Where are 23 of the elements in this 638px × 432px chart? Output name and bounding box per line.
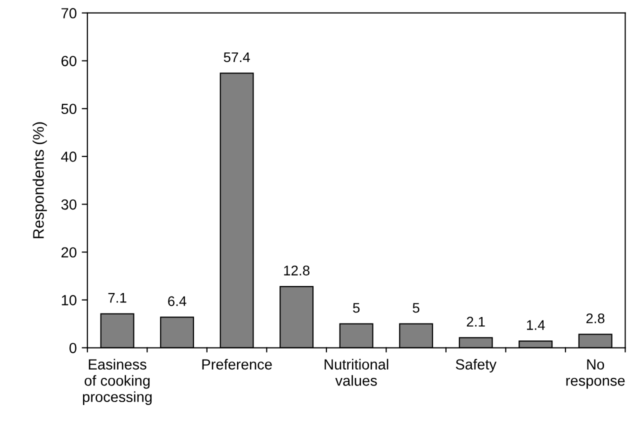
y-tick-label: 30 — [61, 199, 76, 210]
data-label: 2.1 — [466, 316, 485, 326]
y-axis-title: Respondents (%) — [32, 122, 47, 238]
x-tick-label: Nutritional values — [324, 358, 388, 386]
data-label: 6.4 — [168, 296, 186, 306]
x-tick-label: Safety — [456, 358, 496, 372]
data-label: 5 — [412, 303, 420, 313]
y-tick-label: 70 — [62, 8, 76, 18]
data-label: 12.8 — [284, 266, 310, 276]
y-tick-label: 40 — [61, 152, 76, 162]
data-label: 2.8 — [586, 313, 604, 324]
x-tick-label: Easiness of cooking processing — [82, 358, 152, 405]
x-tick-label: No response — [566, 359, 625, 389]
y-tick-label: 20 — [62, 247, 76, 258]
data-label: 5 — [353, 303, 360, 313]
data-label: 57.4 — [224, 52, 250, 62]
y-tick-label: 0 — [69, 342, 76, 354]
y-tick-label: 50 — [61, 104, 76, 114]
data-label: 1.4 — [527, 320, 545, 330]
y-tick-label: 10 — [62, 295, 76, 306]
data-label: 7.1 — [108, 293, 126, 303]
x-tick-label: Preference — [202, 358, 272, 370]
y-tick-label: 60 — [62, 56, 76, 66]
